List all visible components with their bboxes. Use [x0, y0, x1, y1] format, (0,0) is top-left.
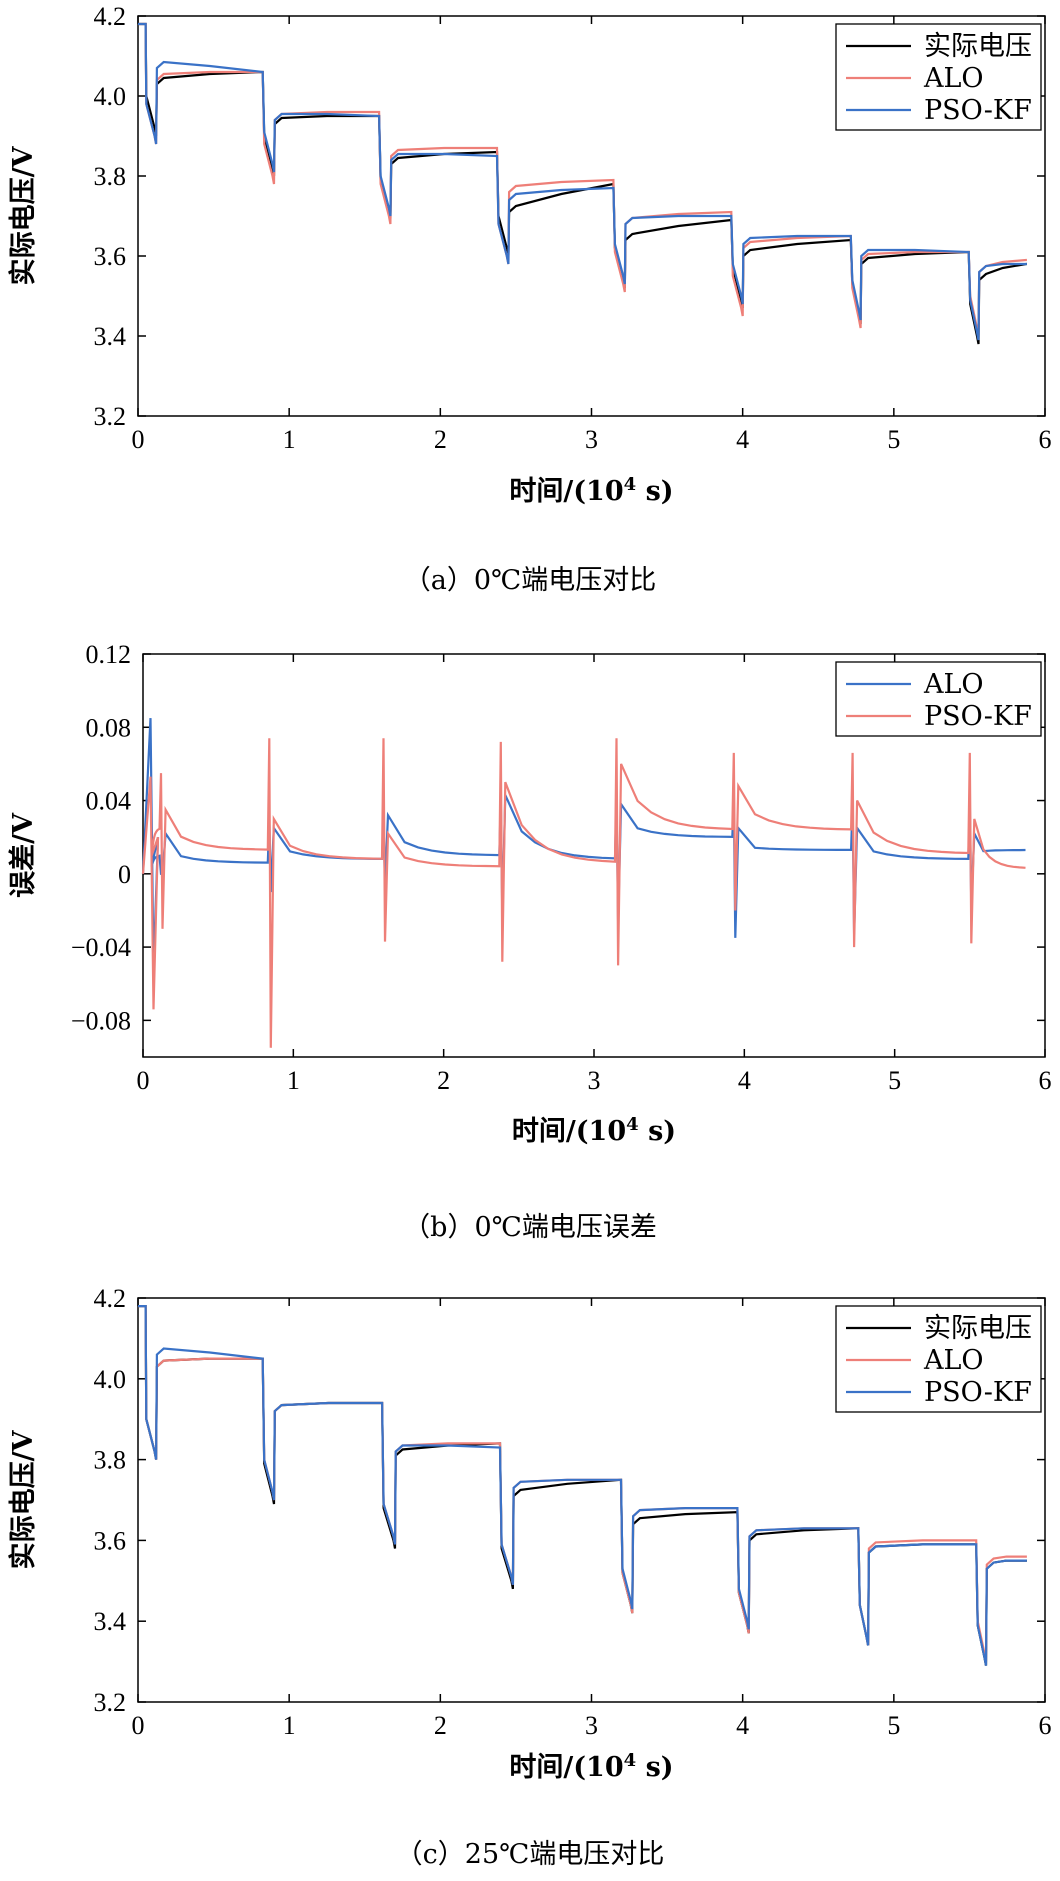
x-tick-label: 2: [437, 1066, 450, 1095]
caption-c: （c）25℃端电压对比: [395, 1839, 665, 1870]
x-tick-label: 6: [1039, 1066, 1052, 1095]
legend-label: PSO-KF: [924, 1377, 1032, 1408]
y-tick-label: 0.08: [86, 713, 132, 742]
y-axis-label: 误差/V: [7, 812, 39, 898]
y-tick-label: 4.2: [94, 2, 127, 31]
caption-a: （a）0℃端电压对比: [403, 565, 657, 596]
legend-label: ALO: [923, 1345, 984, 1376]
series-alo: [138, 22, 1027, 337]
y-tick-label: −0.04: [71, 933, 131, 962]
x-tick-label: 5: [887, 425, 900, 454]
legend-box: [835, 661, 1042, 737]
y-tick-label: 3.8: [94, 162, 127, 191]
y-tick-label: 3.6: [94, 242, 127, 271]
x-tick-label: 1: [283, 425, 296, 454]
y-axis-label: 实际电压/V: [7, 1430, 39, 1570]
x-tick-label: 2: [434, 1711, 447, 1740]
x-tick-label: 4: [736, 1711, 749, 1740]
chart-b-error-0c: 0 1 2 3 4 5 6 −0.08 −0.04 0 0.04 0.08 0.12 时间/(104 s)…: [7, 640, 1052, 1147]
y-tick-label: −0.08: [71, 1006, 131, 1035]
series-alo: [141, 718, 1026, 971]
y-tick-label: 3.6: [94, 1526, 127, 1555]
y-tick-label: 3.8: [94, 1446, 127, 1475]
x-tick-label: 5: [887, 1711, 900, 1740]
x-tick-label: 0: [132, 425, 145, 454]
y-tick-label: 4.0: [94, 82, 127, 111]
y-tick-label: 0.12: [86, 640, 132, 669]
x-tick-label: 0: [137, 1066, 150, 1095]
series-pso-kf: [141, 738, 1026, 1048]
y-tick-label: 3.2: [94, 1688, 127, 1717]
y-tick-label: 3.4: [94, 1607, 127, 1636]
chart-c-voltage-25c: 0 1 2 3 4 5 6 3.2 3.4 3.6 3.8 4.0 4.2 时间/(104 s) 实际电压/…: [7, 1284, 1052, 1783]
x-tick-label: 4: [738, 1066, 751, 1095]
x-tick-label: 0: [132, 1711, 145, 1740]
chart-a-voltage-0c: 0 1 2 3 4 5 6 3.2 3.4 3.6 3.8 4.0 4.2 时间/(104 s) 实际电压/…: [7, 2, 1052, 507]
legend-label: 实际电压: [924, 1313, 1032, 1344]
y-tick-label: 3.4: [94, 322, 127, 351]
x-tick-label: 2: [434, 425, 447, 454]
y-tick-label: 4.2: [94, 1284, 127, 1313]
legend-label: ALO: [923, 669, 984, 700]
series-pso: [138, 22, 1027, 341]
x-tick-label: 4: [736, 425, 749, 454]
x-axis-label: 时间/(104 s): [509, 1750, 673, 1783]
y-tick-label: 0: [118, 860, 131, 889]
y-tick-label: 3.2: [94, 402, 127, 431]
legend-label: PSO-KF: [924, 95, 1032, 126]
caption-b: （b）0℃端电压误差: [403, 1212, 657, 1243]
x-axis-label: 时间/(104 s): [509, 474, 673, 507]
legend-label: 实际电压: [924, 31, 1032, 62]
x-tick-label: 3: [585, 1711, 598, 1740]
legend-label: PSO-KF: [924, 701, 1032, 732]
series-pso: [138, 1305, 1027, 1666]
y-tick-label: 0.04: [86, 787, 132, 816]
x-tick-label: 5: [888, 1066, 901, 1095]
x-tick-label: 6: [1039, 1711, 1052, 1740]
x-tick-label: 3: [588, 1066, 601, 1095]
x-tick-label: 6: [1039, 425, 1052, 454]
x-tick-label: 1: [287, 1066, 300, 1095]
x-axis-label: 时间/(104 s): [512, 1114, 676, 1147]
legend-label: ALO: [923, 63, 984, 94]
y-tick-label: 4.0: [94, 1365, 127, 1394]
y-axis-label: 实际电压/V: [7, 146, 39, 286]
x-tick-label: 1: [283, 1711, 296, 1740]
x-tick-label: 3: [585, 425, 598, 454]
